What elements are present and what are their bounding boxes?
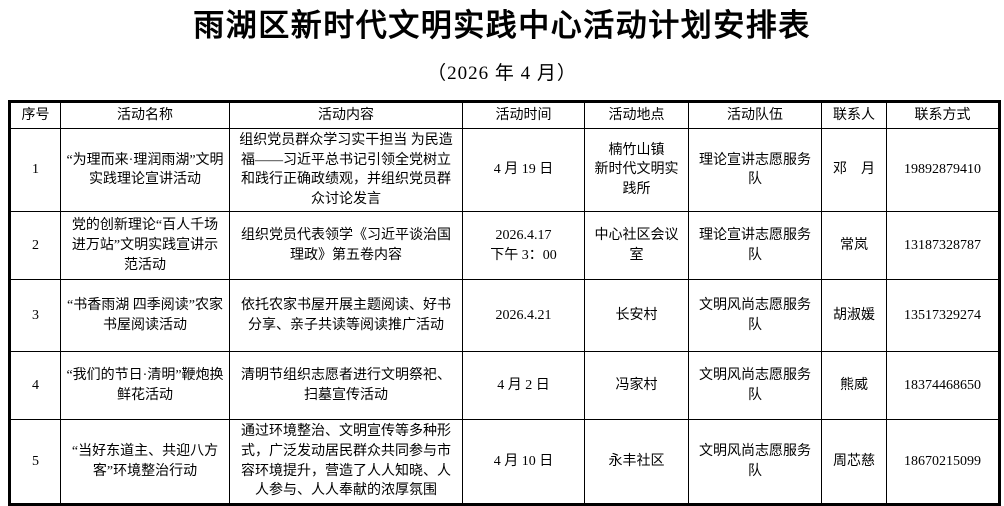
table-header-row: 序号 活动名称 活动内容 活动时间 活动地点 活动队伍 联系人 联系方式 [9,101,1000,129]
document-page: { "page": { "title": "雨湖区新时代文明实践中心活动计划安排… [0,7,1004,506]
cell-content: 通过环境整治、文明宣传等多种形式，广泛发动居民群众共同参与市容环境提升，营造了人… [229,419,463,505]
cell-phone: 13187328787 [886,211,1000,281]
table-row: 3 “书香雨湖 四季阅读”农家书屋阅读活动 依托农家书屋开展主题阅读、好书分享、… [9,279,1000,353]
cell-phone: 18670215099 [886,419,1000,505]
cell-seq: 2 [9,211,61,281]
cell-name: “当好东道主、共迎八方客”环境整治行动 [60,419,230,505]
cell-time: 2026.4.21 [462,279,585,353]
cell-phone: 13517329274 [886,279,1000,353]
cell-content: 组织党员群众学习实干担当 为民造福——习近平总书记引领全党树立和践行正确政绩观，… [229,127,463,213]
cell-content: 组织党员代表领学《习近平谈治国理政》第五卷内容 [229,211,463,281]
column-header-content: 活动内容 [229,101,463,129]
column-header-phone: 联系方式 [886,101,1000,129]
cell-location: 中心社区会议室 [584,211,689,281]
page-title: 雨湖区新时代文明实践中心活动计划安排表 [193,8,811,43]
cell-time: 4 月 2 日 [462,351,585,421]
table-row: 1 “为理而来·理润雨湖”文明实践理论宣讲活动 组织党员群众学习实干担当 为民造… [9,127,1000,213]
cell-time: 4 月 19 日 [462,127,585,213]
cell-name: “我们的节日·清明”鞭炮换鲜花活动 [60,351,230,421]
cell-phone: 19892879410 [886,127,1000,213]
column-header-name: 活动名称 [60,101,230,129]
table-row: 4 “我们的节日·清明”鞭炮换鲜花活动 清明节组织志愿者进行文明祭祀、扫墓宣传活… [9,351,1000,421]
cell-time: 4 月 10 日 [462,419,585,505]
cell-time: 2026.4.17 下午 3：00 [462,211,585,281]
cell-team: 文明风尚志愿服务队 [688,279,822,353]
cell-contact: 常岚 [821,211,887,281]
cell-seq: 3 [9,279,61,353]
cell-contact: 周芯慈 [821,419,887,505]
cell-location: 冯家村 [584,351,689,421]
cell-team: 文明风尚志愿服务队 [688,419,822,505]
cell-contact: 邓 月 [821,127,887,213]
table-row: 5 “当好东道主、共迎八方客”环境整治行动 通过环境整治、文明宣传等多种形式，广… [9,419,1000,505]
cell-name: 党的创新理论“百人千场进万站”文明实践宣讲示范活动 [60,211,230,281]
cell-seq: 1 [9,127,61,213]
column-header-location: 活动地点 [584,101,689,129]
activity-schedule-table: 序号 活动名称 活动内容 活动时间 活动地点 活动队伍 联系人 联系方式 1 “… [8,100,1001,506]
cell-contact: 熊威 [821,351,887,421]
cell-team: 文明风尚志愿服务队 [688,351,822,421]
column-header-seq: 序号 [9,101,61,129]
cell-seq: 5 [9,419,61,505]
column-header-team: 活动队伍 [688,101,822,129]
cell-content: 依托农家书屋开展主题阅读、好书分享、亲子共读等阅读推广活动 [229,279,463,353]
cell-team: 理论宣讲志愿服务队 [688,211,822,281]
cell-phone: 18374468650 [886,351,1000,421]
cell-contact: 胡淑媛 [821,279,887,353]
cell-name: “为理而来·理润雨湖”文明实践理论宣讲活动 [60,127,230,213]
cell-location: 楠竹山镇 新时代文明实践所 [584,127,689,213]
cell-content: 清明节组织志愿者进行文明祭祀、扫墓宣传活动 [229,351,463,421]
cell-name: “书香雨湖 四季阅读”农家书屋阅读活动 [60,279,230,353]
column-header-time: 活动时间 [462,101,585,129]
page-subtitle: （2026 年 4 月） [427,63,577,85]
column-header-contact: 联系人 [821,101,887,129]
cell-seq: 4 [9,351,61,421]
cell-location: 长安村 [584,279,689,353]
table-row: 2 党的创新理论“百人千场进万站”文明实践宣讲示范活动 组织党员代表领学《习近平… [9,211,1000,281]
cell-team: 理论宣讲志愿服务队 [688,127,822,213]
cell-location: 永丰社区 [584,419,689,505]
